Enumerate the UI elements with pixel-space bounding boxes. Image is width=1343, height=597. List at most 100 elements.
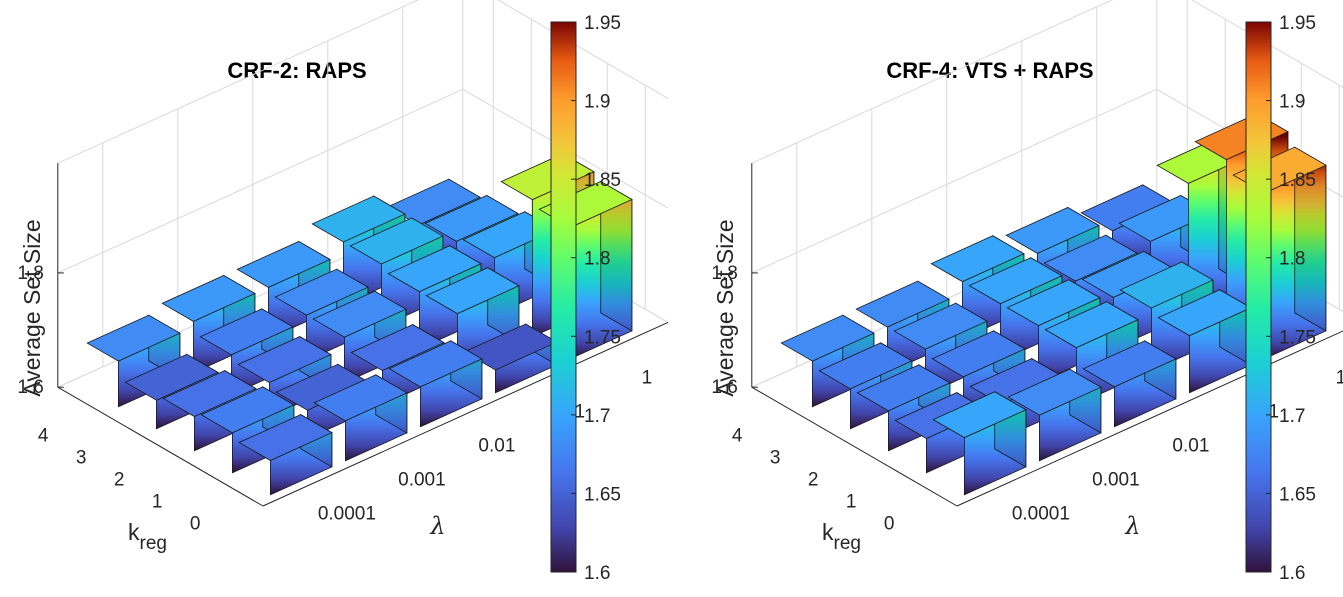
bar [463, 323, 558, 394]
x-tick-label: 1 [642, 368, 653, 389]
bar-face-top [1044, 301, 1139, 349]
bar-face-top [274, 268, 369, 316]
colorbar-tick-label: 1.85 [584, 170, 621, 191]
bar-face-top [161, 275, 256, 322]
z-axis-label: Average Set Size [712, 219, 738, 396]
bar-face-top [1007, 368, 1102, 416]
bar-face-top [425, 267, 520, 315]
colorbar-tick-label: 1.9 [1279, 92, 1305, 113]
z-tick-label: 1.8 [711, 263, 737, 284]
bar-face-top [199, 308, 294, 356]
colorbar-bar [550, 21, 577, 573]
colorbar-tick-label: 1.75 [1279, 327, 1316, 348]
bar [86, 314, 181, 408]
bar [388, 340, 483, 428]
bar-face-top [931, 330, 1026, 378]
y-axis-label-main: k [822, 519, 834, 545]
x-tick-label: 0.01 [478, 436, 515, 457]
y-tick-label: 3 [76, 448, 87, 469]
colorbar-tick-label: 1.65 [1279, 484, 1316, 505]
x-tick-label: 0.01 [1172, 436, 1209, 457]
bar-face-top [930, 235, 1025, 283]
z-tick-label: 1.8 [17, 263, 43, 284]
bar-face-top [855, 280, 950, 328]
y-axis-label-sub: reg [834, 533, 861, 554]
bar-face-top [350, 324, 445, 371]
colorbar-tick-label: 1.65 [584, 484, 621, 505]
bar-face-top [313, 374, 408, 422]
panel-crf4: CRF-4: VTS + RAPS 0.00010.0010.010.11012… [711, 0, 1343, 584]
y-tick-label: 2 [808, 470, 819, 491]
x-tick-label: 0.001 [398, 470, 446, 491]
bar-face-top [200, 386, 295, 434]
colorbar-bar [1245, 21, 1272, 573]
x-axis-line [262, 321, 669, 507]
x-tick-label: 0.0001 [318, 504, 376, 525]
chart-title: CRF-4: VTS + RAPS [886, 58, 1093, 83]
bar [932, 391, 1027, 496]
bars [780, 113, 1327, 496]
y-tick-label: 0 [884, 514, 895, 535]
bar-face-shade [1294, 147, 1326, 331]
grid-line [751, 0, 1343, 164]
colorbar-tick-label: 1.8 [584, 249, 610, 270]
bar-face-top [387, 245, 482, 293]
y-axis-label-main: k [128, 519, 140, 545]
grid-line [57, 0, 669, 164]
bar-face-top [237, 336, 332, 383]
y-tick-label: 1 [846, 492, 857, 513]
colorbar-tick-label: 1.6 [584, 563, 610, 584]
colorbar-tick-label: 1.85 [1279, 170, 1316, 191]
bar [313, 374, 408, 462]
bar-face-top [388, 340, 483, 388]
colorbar: 1.6 1.65 1.7 1.75 1.8 1.85 1.9 1.95 [550, 13, 621, 584]
bar-face-top [86, 314, 181, 362]
grid-line [57, 88, 669, 274]
panel-crf2: CRF-2: RAPS 0.00010.0010.010.11012341.61… [17, 0, 669, 584]
bar-face-top [424, 195, 519, 242]
bars [86, 153, 633, 496]
bar [238, 413, 333, 496]
y-axis-label: kreg [128, 519, 167, 554]
bar-face-top [1082, 340, 1177, 388]
bar-face-top [968, 257, 1063, 305]
y-tick-label: 1 [152, 492, 163, 513]
x-tick-label: 0.001 [1092, 470, 1140, 491]
bar-face-top [856, 364, 951, 412]
y-tick-label: 2 [114, 470, 125, 491]
chart-title: CRF-2: RAPS [227, 58, 366, 83]
bar-face-top [1005, 207, 1100, 254]
colorbar: 1.6 1.65 1.7 1.75 1.8 1.85 1.9 1.95 [1245, 13, 1316, 584]
colorbar-tick-label: 1.8 [1279, 249, 1305, 270]
bar-face-shade [600, 181, 632, 331]
bar-face-top [312, 290, 407, 338]
y-axis-label: kreg [822, 519, 861, 554]
y-tick-label: 4 [38, 426, 49, 447]
colorbar-tick-label: 1.95 [1279, 13, 1316, 34]
bar [1007, 368, 1102, 462]
y-axis-label-sub: reg [140, 533, 167, 554]
bar-face-top [893, 302, 988, 350]
colorbar-tick-label: 1.75 [584, 327, 621, 348]
bar-face-top [932, 391, 1027, 439]
colorbar-tick-label: 1.6 [1279, 563, 1305, 584]
z-axis-label: Average Set Size [19, 219, 45, 396]
bar-face-top [236, 241, 331, 288]
bar-face-top [349, 217, 444, 265]
bar-face-top [818, 342, 913, 390]
colorbar-tick-label: 1.9 [584, 92, 610, 113]
bar-face-top [1006, 279, 1101, 327]
colorbar-tick-label: 1.7 [1279, 406, 1305, 427]
x-axis-label: λ [429, 512, 445, 540]
y-tick-label: 3 [770, 448, 781, 469]
bar-face-top [1157, 289, 1252, 337]
x-tick-label: 0.0001 [1012, 504, 1070, 525]
bar-face-top [1119, 261, 1214, 309]
y-axis-line [751, 386, 958, 507]
bar-face-top [238, 414, 333, 461]
z-tick-label: 1.6 [17, 377, 43, 398]
bar-face-top [124, 353, 219, 401]
z-tick-label: 1.6 [711, 377, 737, 398]
